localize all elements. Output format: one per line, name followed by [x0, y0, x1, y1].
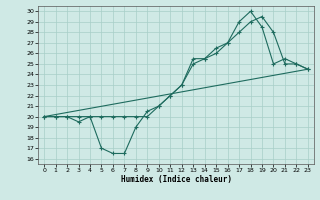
X-axis label: Humidex (Indice chaleur): Humidex (Indice chaleur) [121, 175, 231, 184]
